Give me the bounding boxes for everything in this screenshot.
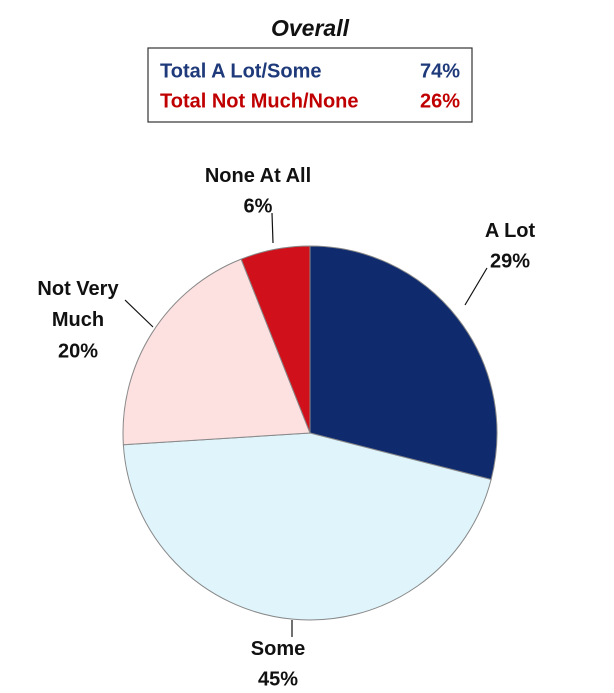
- leader-line: [271, 212, 274, 244]
- pie-slice: [309, 245, 498, 481]
- summary-label: Total A Lot/Some: [160, 60, 321, 82]
- summary-value: 74%: [420, 60, 460, 82]
- slice-label: A Lot: [485, 220, 536, 242]
- slice-value: 6%: [244, 195, 273, 217]
- pie-slice: [122, 432, 492, 621]
- slice-value: 20%: [58, 340, 98, 362]
- pie-slice: [240, 245, 311, 434]
- slice-value: 45%: [258, 668, 298, 690]
- pie-slice: [122, 258, 311, 446]
- slice-label: None At All: [205, 165, 311, 187]
- summary-value: 26%: [420, 90, 460, 112]
- leader-line: [124, 299, 154, 328]
- slice-label: Not Very Much: [37, 278, 119, 331]
- summary-label: Total Not Much/None: [160, 90, 359, 112]
- leader-line: [464, 267, 488, 306]
- slice-value: 29%: [490, 250, 530, 272]
- summary-box: [147, 47, 473, 123]
- chart-title: Overall: [271, 15, 350, 41]
- slice-label: Some: [251, 638, 305, 660]
